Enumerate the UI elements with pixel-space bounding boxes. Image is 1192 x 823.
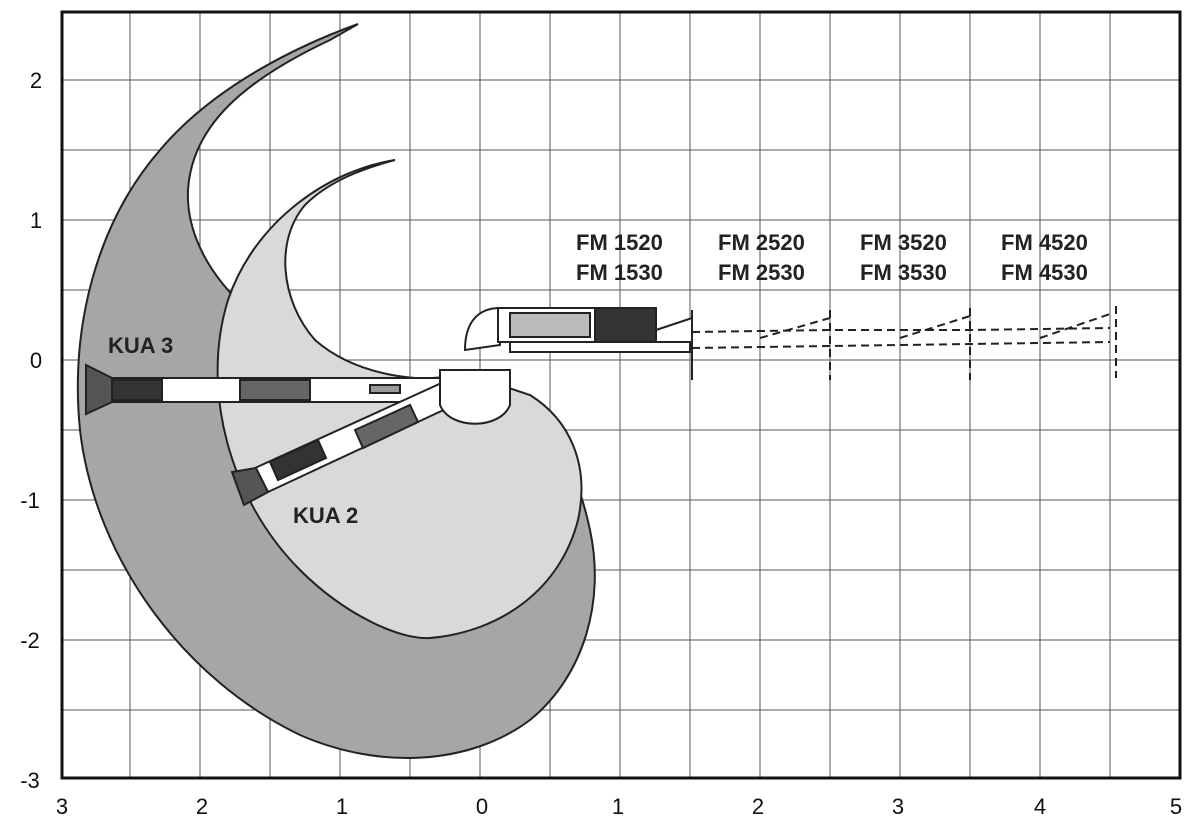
x-tick-label: 2 [752, 794, 764, 819]
x-tick-label: 3 [56, 794, 68, 819]
y-tick-label: 1 [30, 208, 42, 233]
extension-upper [691, 327, 1111, 333]
fm-label-2a: FM 2520 [718, 230, 805, 255]
y-tick-label: 0 [30, 348, 42, 373]
kua2-nozzle [230, 466, 270, 507]
x-tick-label: 4 [1034, 794, 1046, 819]
carrier-spring [509, 312, 591, 338]
kua2-cylinder [268, 438, 328, 482]
y-tick-label: -1 [20, 488, 40, 513]
fm-label-1a: FM 1520 [576, 230, 663, 255]
x-tick-label: 1 [612, 794, 624, 819]
x-tick-label: 3 [892, 794, 904, 819]
fm-label-3b: FM 3530 [860, 260, 947, 285]
x-tick-label: 0 [476, 794, 488, 819]
plot-frame [60, 10, 1182, 780]
fm-label-1b: FM 1530 [576, 260, 663, 285]
fm-labels: FM 1520 FM 1530 FM 2520 FM 2530 FM 3520 … [576, 230, 1088, 285]
kua3-cylinder [111, 379, 163, 401]
x-tick-label: 2 [196, 794, 208, 819]
label-kua3: KUA 3 [108, 333, 173, 358]
carrier-block [594, 307, 657, 343]
kua3-arm [85, 363, 471, 416]
kua3-link [369, 384, 401, 394]
y-tick-label: -3 [20, 768, 40, 793]
fm-label-3a: FM 3520 [860, 230, 947, 255]
fm-label-2b: FM 2530 [718, 260, 805, 285]
kua3-joint [239, 379, 311, 401]
carrier-rail [509, 341, 691, 353]
fm-label-4a: FM 4520 [1001, 230, 1088, 255]
label-kua2: KUA 2 [293, 503, 358, 528]
x-tick-label: 1 [336, 794, 348, 819]
kua2-joint [353, 403, 420, 450]
y-tick-label: 2 [30, 68, 42, 93]
x-axis-labels: 3 2 1 0 1 2 3 4 5 [56, 794, 1182, 819]
extensions [691, 306, 1117, 380]
y-tick-label: -2 [20, 628, 40, 653]
machine-base [439, 306, 693, 425]
kua3-nozzle [85, 363, 113, 416]
y-axis-labels: 2 1 0 -1 -2 -3 [20, 68, 42, 793]
fm-label-4b: FM 4530 [1001, 260, 1088, 285]
grid [62, 12, 1180, 778]
extension-lower [691, 341, 1111, 349]
x-tick-label: 5 [1170, 794, 1182, 819]
base-turret [439, 369, 511, 425]
